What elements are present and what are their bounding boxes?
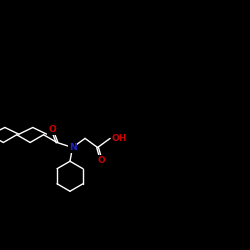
- Text: N: N: [69, 143, 76, 152]
- Text: OH: OH: [111, 134, 127, 143]
- Text: O: O: [98, 156, 105, 165]
- Text: O: O: [48, 125, 56, 134]
